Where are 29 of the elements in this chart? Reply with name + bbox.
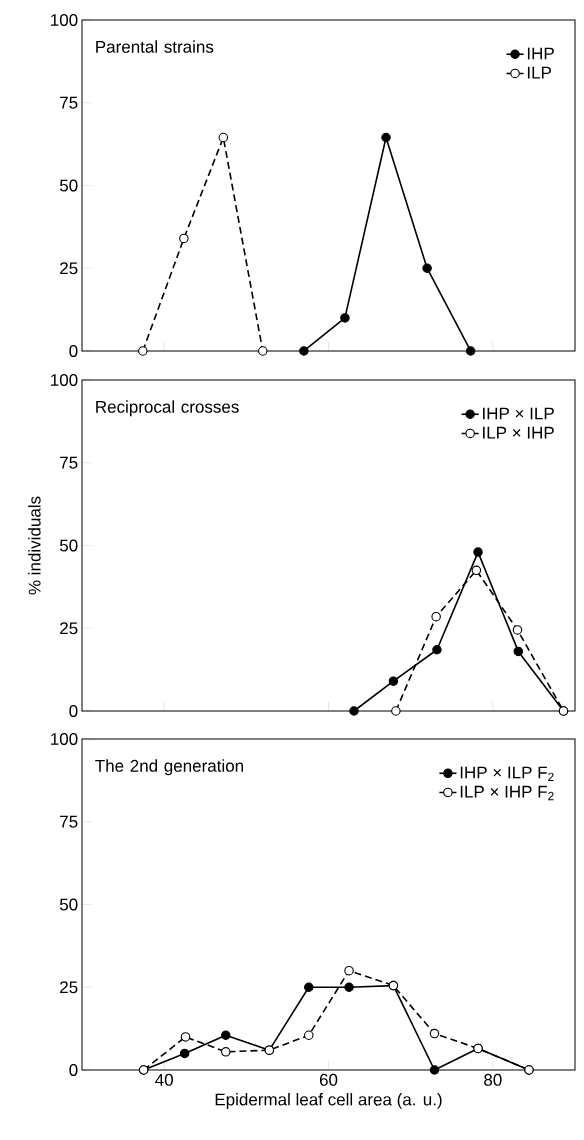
y-tick-label: 50 [59,539,78,552]
y-tick-label: 0 [69,704,78,718]
annotation: The 2nd generation [95,759,244,776]
y-tick-label: 25 [60,981,78,994]
x-tick-label: 80 [484,1073,502,1086]
y-tick-label: 0 [69,344,78,358]
y-tick-label: 100 [51,13,78,27]
annotation: Reciprocal crosses [96,400,239,417]
legend-label: ILP × IHP [483,426,554,439]
legend-label: IHP × ILP F$_{2}$ [460,766,554,781]
y-tick-label: 25 [60,622,78,635]
legend-label: IHP [527,47,554,60]
x-axis-title: Epidermal leaf cell area (a. u.) [215,1093,442,1109]
y-tick-label: 75 [60,96,78,109]
y-tick-label: 100 [51,373,78,387]
legend-label: ILP × IHP F$_{2}$ [460,785,554,801]
y-tick-label: 25 [60,262,78,275]
legend-label: ILP [527,66,551,79]
y-tick-label: 100 [51,732,78,746]
y-tick-label: 75 [60,456,78,469]
y-tick-label: 75 [60,815,78,828]
y-tick-label: 50 [59,898,78,911]
x-tick-label: 60 [319,1073,338,1086]
y-axis-title: % individuals [28,496,41,595]
legend-label: IHP × ILP [483,407,554,420]
annotation: Parental strains [96,40,214,53]
y-tick-label: 0 [69,1063,78,1077]
x-tick-label: 40 [155,1073,173,1086]
y-tick-label: 50 [59,179,78,192]
